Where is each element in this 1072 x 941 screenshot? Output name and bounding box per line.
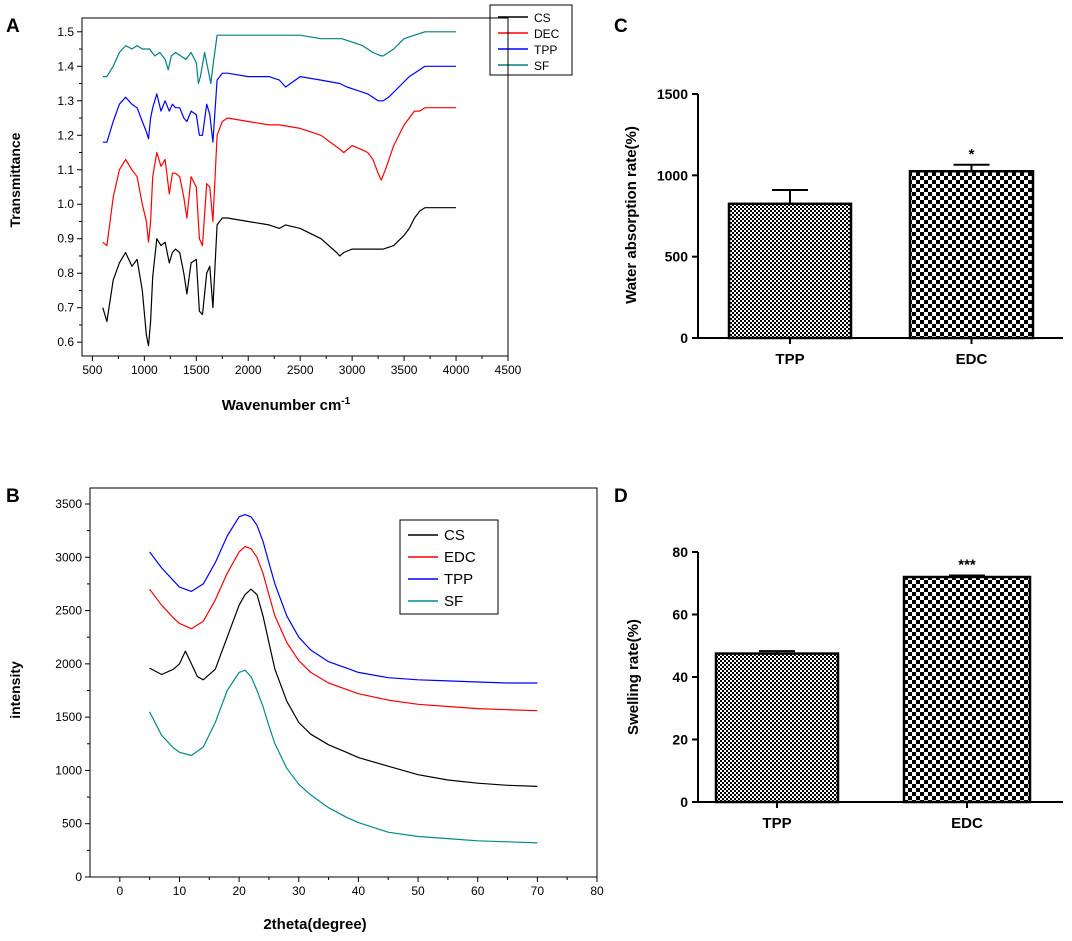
panel-a-xlabel-main: Wavenumber cm (222, 397, 341, 414)
y-tick-label: 1.0 (57, 197, 74, 211)
x-tick-label: 4000 (443, 363, 470, 377)
y-tick-label: 0.8 (57, 266, 74, 280)
bar-edc (902, 575, 1032, 804)
series-line-sf (149, 669, 538, 844)
panel-b-label: B (6, 486, 20, 507)
x-tick-label: 20 (232, 884, 246, 898)
series-line-edc (149, 545, 538, 712)
panel-a-ylabel: Transmittance (7, 132, 23, 227)
x-tick-label: 30 (292, 884, 306, 898)
x-tick-label: 1500 (183, 363, 210, 377)
y-tick-label: 3500 (55, 497, 82, 511)
y-tick-label: 0 (680, 794, 688, 810)
x-tick-label: 40 (352, 884, 366, 898)
y-tick-label: 1500 (657, 86, 688, 102)
legend-label-tpp: TPP (534, 43, 557, 57)
y-tick-label: 0.6 (57, 335, 74, 349)
panel-a-legend: CS DEC TPP SF (489, 4, 573, 76)
panel-b-series (149, 513, 538, 844)
panel-c-ylabel: Water absorption rate(%) (623, 126, 640, 304)
legend-label-edc: EDC (444, 549, 476, 566)
x-tick-label: 3500 (391, 363, 418, 377)
panel-b-ylabel: intensity (7, 661, 23, 719)
x-category-label: EDC (956, 351, 988, 368)
y-tick-label: 2500 (55, 604, 82, 618)
panel-b-axes: 0 10 20 30 40 50 60 70 80 0 500 1000 1500 2000 2500 300… (55, 487, 604, 898)
series-line-cs (149, 588, 538, 787)
x-category-label: TPP (775, 351, 804, 368)
panel-c: C Water absorption rate(%) 0 500 1000 1500 T… (614, 16, 1063, 368)
y-tick-label: 80 (672, 544, 688, 560)
panel-a: A Transmittance Wavenumber cm-1 CS DEC TPP… (6, 4, 573, 414)
y-tick-label: 0 (680, 330, 688, 346)
panel-a-xlabel-sup: -1 (341, 396, 350, 407)
legend-label-cs: CS (444, 527, 465, 544)
x-tick-label: 3000 (339, 363, 366, 377)
legend-label-sf: SF (534, 59, 549, 73)
significance-marker: * (969, 146, 975, 163)
panel-d-label: D (614, 486, 628, 507)
series-line-tpp (102, 65, 456, 143)
panel-a-series (102, 31, 456, 347)
panel-d: D Swelling rate(%) 0 20 40 60 80 TPP EDC *** (614, 486, 1063, 832)
x-tick-label: 2500 (287, 363, 314, 377)
y-tick-label: 20 (672, 732, 688, 748)
panel-b: B intensity 2theta(degree) CS EDC TPP SF 0 1… (6, 486, 604, 933)
panel-c-label: C (614, 16, 628, 37)
y-tick-label: 1.2 (57, 128, 74, 142)
y-tick-label: 1500 (55, 710, 82, 724)
bar-tpp (727, 202, 853, 340)
x-tick-label: 60 (471, 884, 485, 898)
y-tick-label: 0 (75, 870, 82, 884)
x-tick-label: 80 (590, 884, 604, 898)
series-line-tpp (149, 513, 538, 684)
series-line-cs (102, 207, 456, 347)
legend-label-dec: DEC (534, 27, 560, 41)
x-tick-label: 4500 (495, 363, 522, 377)
panel-b-xlabel: 2theta(degree) (263, 916, 366, 933)
x-tick-label: 0 (116, 884, 123, 898)
x-tick-label: 2000 (235, 363, 262, 377)
panel-b-legend: CS EDC TPP SF (399, 519, 499, 615)
panel-a-xlabel: Wavenumber cm-1 (222, 396, 351, 414)
y-tick-label: 0.7 (57, 301, 74, 315)
x-tick-label: 70 (531, 884, 545, 898)
y-tick-label: 500 (665, 249, 689, 265)
x-tick-label: 500 (82, 363, 102, 377)
x-tick-label: 1000 (131, 363, 158, 377)
y-tick-label: 1.1 (57, 163, 74, 177)
panel-d-ylabel: Swelling rate(%) (625, 619, 642, 735)
y-tick-label: 2000 (55, 657, 82, 671)
plot-frame (89, 487, 598, 878)
plot-frame (81, 17, 509, 357)
y-tick-label: 1.5 (57, 25, 74, 39)
y-tick-label: 0.9 (57, 232, 74, 246)
legend-label-cs: CS (534, 11, 551, 25)
y-tick-label: 1.3 (57, 94, 74, 108)
x-category-label: TPP (762, 815, 791, 832)
y-tick-label: 40 (672, 669, 688, 685)
bar-edc (908, 170, 1035, 340)
y-tick-label: 1000 (657, 167, 688, 183)
panel-a-label: A (6, 16, 20, 37)
series-line-sf (102, 31, 456, 85)
panel-a-axes: 500 1000 1500 2000 2500 3000 3500 4000 4500 0.6 0.… (57, 17, 522, 377)
x-tick-label: 50 (411, 884, 425, 898)
panel-c-bars: * (727, 146, 1035, 340)
significance-marker: *** (958, 556, 976, 573)
series-line-dec (102, 107, 456, 247)
bar-tpp (714, 652, 840, 804)
panel-d-bars: *** (714, 556, 1032, 804)
legend-label-tpp: TPP (444, 571, 473, 588)
y-tick-label: 1000 (55, 763, 82, 777)
y-tick-label: 1.4 (57, 59, 74, 73)
x-tick-label: 10 (173, 884, 187, 898)
y-tick-label: 500 (62, 817, 82, 831)
y-tick-label: 60 (672, 607, 688, 623)
legend-label-sf: SF (444, 593, 463, 610)
x-category-label: EDC (951, 815, 983, 832)
y-tick-label: 3000 (55, 550, 82, 564)
